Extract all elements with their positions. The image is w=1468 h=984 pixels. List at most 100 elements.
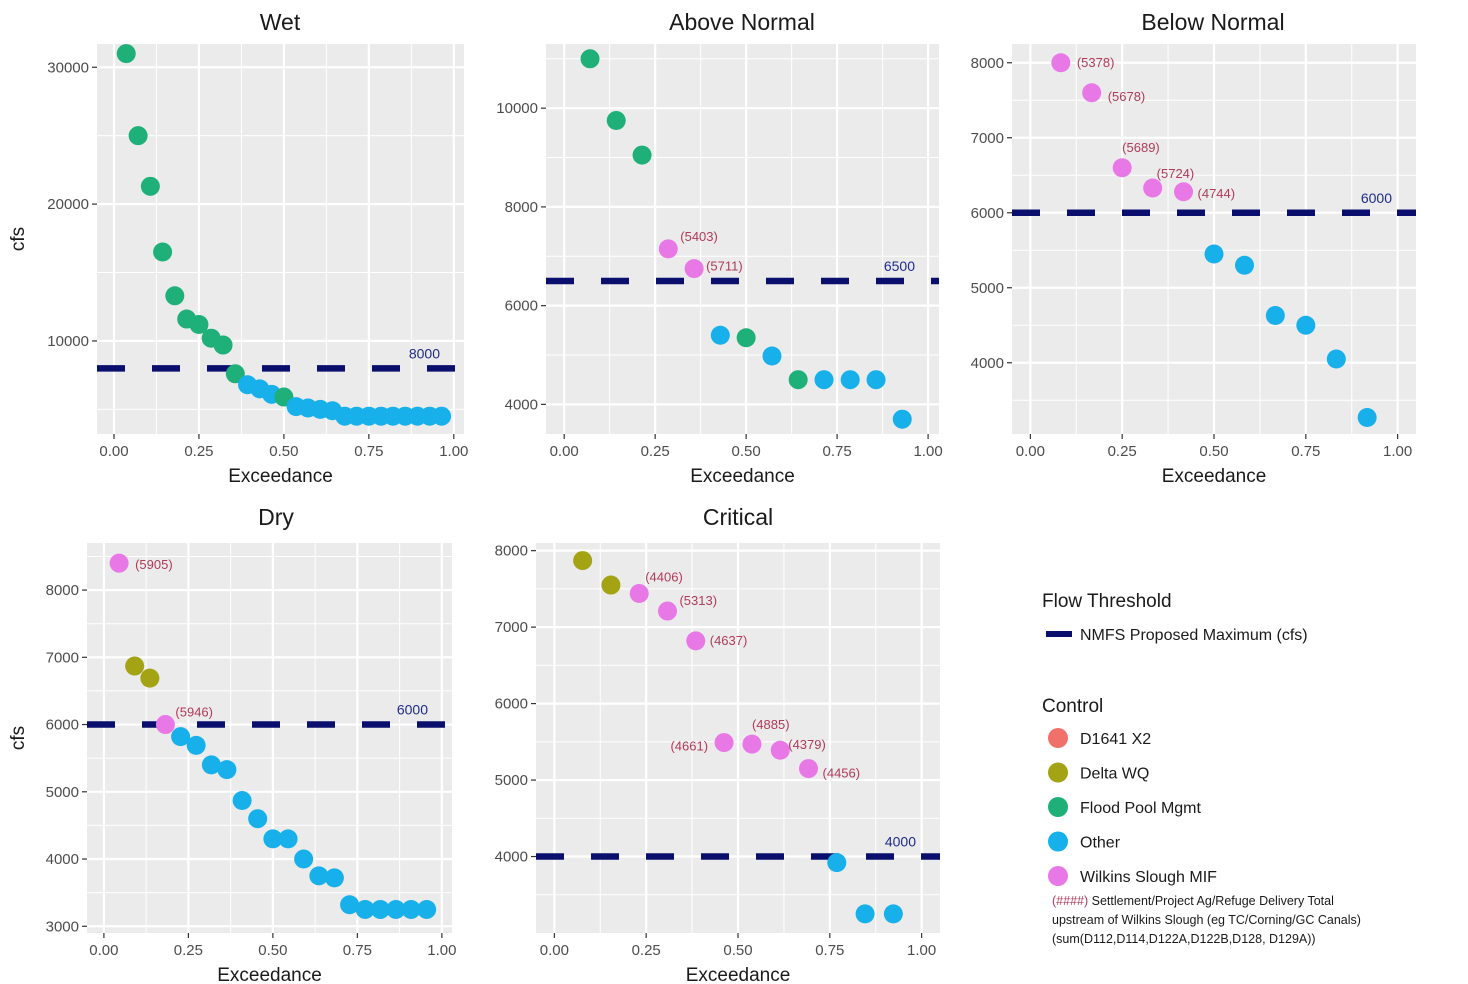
data-point [1204,244,1224,264]
data-point [355,899,375,919]
data-point [827,853,847,873]
x-tick-label: 0.25 [184,443,213,460]
legend-item: D1641 X2 [1048,728,1151,748]
panel-background [97,44,464,434]
data-point [1357,408,1377,427]
x-axis-label: Exceedance [1162,466,1267,487]
y-tick-label: 3000 [46,918,79,935]
x-axis-label: Exceedance [228,466,333,487]
legend-item: Wilkins Slough MIF [1048,866,1217,886]
data-point [217,760,237,780]
data-point [417,899,437,919]
point-annotation: (4379) [788,737,826,752]
data-point [340,895,360,915]
data-point [232,791,252,811]
point-annotation: (5689) [1122,140,1160,155]
legend-swatch [1048,762,1068,783]
x-tick-label: 0.50 [1199,443,1228,460]
y-tick-label: 7000 [971,130,1004,147]
x-tick-label: 0.25 [641,443,670,460]
y-tick-label: 8000 [495,543,528,560]
x-tick-label: 0.50 [732,443,761,460]
data-point [606,111,626,131]
legend-note-line2: upstream of Wilkins Slough (eg TC/Cornin… [1052,913,1361,927]
x-axis-label: Exceedance [686,965,791,984]
data-point [116,44,136,64]
y-axis-label: cfs [8,726,29,750]
panel-title: Above Normal [669,9,815,35]
y-tick-label: 7000 [46,649,79,666]
data-point [294,849,314,869]
panel-below-normal: 0.00 0.25 0.50 0.75 1.00 4000 5000 6000 7000 8000… [971,9,1416,487]
panel-dry: 0.00 0.25 0.50 0.75 1.00 3000 4000 5000 6000 7000… [8,504,456,984]
y-tick-label: 6000 [971,205,1004,222]
point-annotation: (4885) [752,717,790,732]
data-point [386,899,406,919]
y-axis-label: cfs [8,227,29,251]
data-point [125,656,145,676]
y-tick-label: 10000 [496,100,538,117]
legend-note-code: (####) [1052,894,1088,908]
x-tick-label: 0.00 [89,942,118,959]
threshold-label: 6000 [397,702,428,718]
data-point [573,551,593,571]
data-point [1112,158,1132,178]
x-tick-label: 0.00 [99,443,128,460]
threshold-label: 4000 [885,834,916,850]
y-tick-label: 4000 [505,396,538,413]
y-tick-label: 5000 [495,772,528,789]
legend-item: Other [1048,831,1121,852]
legend-control-items: D1641 X2 Delta WQ Flood Pool Mgmt Other Wilk… [1048,728,1217,886]
x-tick-label: 1.00 [439,443,468,460]
legend-swatch [1048,866,1068,886]
data-point [128,126,148,146]
legend-swatch [1048,797,1068,817]
point-annotation: (4637) [710,633,748,648]
x-tick-label: 1.00 [1383,443,1412,460]
data-point [601,575,621,595]
data-point [1143,178,1163,198]
data-point [629,583,649,603]
data-point [248,809,268,829]
y-tick-label: 5000 [46,784,79,801]
x-tick-label: 0.25 [1108,443,1137,460]
point-annotation: (4456) [823,766,861,781]
data-point [1082,83,1102,103]
panel-above-normal: 0.00 0.25 0.50 0.75 1.00 4000 6000 8000 10000 650… [496,9,942,487]
y-tick-label: 6000 [495,696,528,713]
data-point [866,370,886,390]
data-point [855,904,875,924]
data-point [153,242,173,262]
panels: 0.00 0.25 0.50 0.75 1.00 10000 20000 30000 8000 W… [8,9,1416,984]
point-annotation: (4744) [1198,186,1236,201]
data-point [189,315,209,335]
legend-item: Delta WQ [1048,762,1149,783]
data-point [770,740,790,760]
x-tick-label: 1.00 [427,942,456,959]
y-tick-label: 7000 [495,619,528,636]
point-annotation: (5905) [135,557,173,572]
legend-threshold-title: Flow Threshold [1042,591,1172,612]
data-point [1051,53,1071,73]
panel-background [87,543,452,933]
data-point [1326,349,1346,369]
legend-item-label: Other [1080,835,1121,852]
data-point [225,364,245,384]
panel-title: Dry [258,504,294,530]
point-annotation: (5313) [679,593,717,608]
x-tick-label: 0.50 [269,443,298,460]
x-tick-label: 0.25 [174,942,203,959]
data-point [788,370,808,390]
x-tick-label: 0.75 [1291,443,1320,460]
data-point [263,829,283,849]
point-annotation: (5378) [1077,55,1115,70]
point-annotation: (4406) [645,569,683,584]
legend-swatch [1048,831,1068,852]
x-tick-label: 0.50 [723,942,752,959]
x-tick-label: 0.00 [550,443,579,460]
y-tick-label: 5000 [971,280,1004,297]
x-axis-label: Exceedance [217,965,322,984]
data-point [883,904,903,924]
y-tick-label: 10000 [47,333,89,350]
